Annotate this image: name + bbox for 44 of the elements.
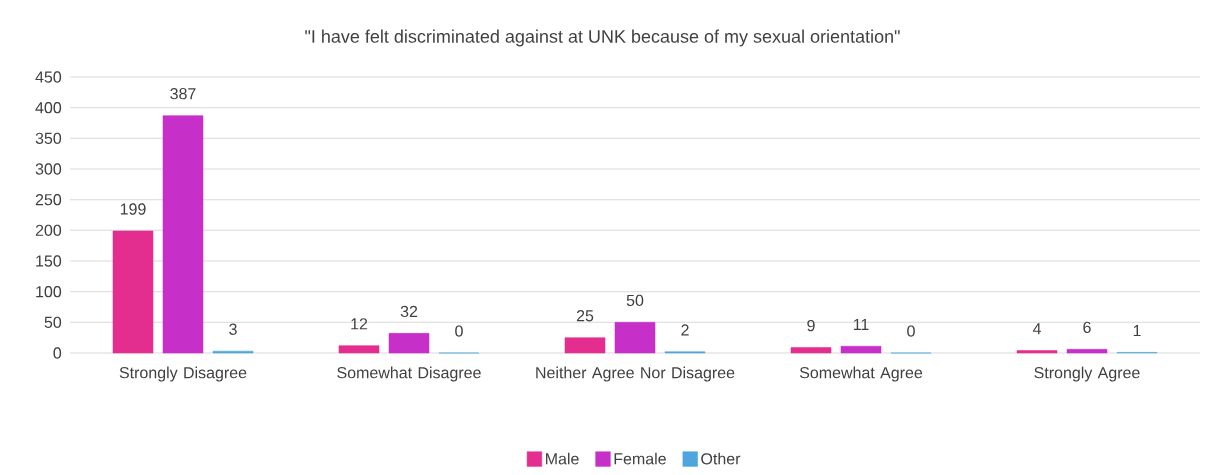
x-tick-label: Strongly Agree	[1034, 366, 1140, 382]
y-tick-label: 150	[36, 255, 62, 267]
legend-label: Male	[546, 452, 579, 465]
y-tick-label: 400	[35, 102, 62, 114]
bar	[790, 347, 832, 354]
bar	[388, 333, 430, 354]
bar	[1066, 349, 1108, 354]
data-label: 199	[120, 203, 146, 215]
bar	[614, 322, 656, 354]
data-label: 25	[576, 310, 594, 322]
data-label: 2	[681, 324, 689, 336]
y-tick-label: 100	[36, 286, 62, 298]
y-tick-label: 200	[35, 224, 62, 236]
chart-title: "I have felt discriminated against at UNK because of my sexual orientation"	[305, 29, 900, 47]
y-tick-label: 0	[53, 347, 62, 359]
x-tick-label: Strongly Disagree	[119, 366, 247, 382]
y-tick-label: 50	[44, 316, 62, 328]
x-tick-label: Somewhat Disagree	[337, 366, 481, 382]
data-label: 4	[1032, 323, 1041, 335]
y-tick-label: 300	[35, 163, 62, 175]
bar	[1016, 350, 1058, 354]
bar	[112, 230, 154, 354]
data-label: 1	[1133, 325, 1141, 337]
legend-label: Other	[701, 452, 741, 465]
y-tick-label: 450	[35, 71, 62, 83]
bar	[338, 345, 380, 354]
y-tick-label: 350	[35, 132, 62, 144]
data-label: 50	[626, 294, 644, 307]
data-label: 0	[907, 325, 915, 337]
x-tick-label: Somewhat Agree	[799, 366, 923, 382]
data-label: 11	[853, 318, 869, 330]
bar	[162, 115, 204, 354]
data-label: 12	[351, 318, 368, 330]
data-label: 0	[455, 325, 463, 337]
y-tick-label: 250	[35, 194, 62, 206]
data-label: 32	[400, 305, 418, 318]
x-tick-label: Neither Agree Nor Disagree	[536, 366, 735, 382]
data-label: 9	[807, 319, 815, 332]
bar	[564, 337, 606, 354]
data-label: 387	[170, 88, 196, 100]
legend-label: Female	[614, 452, 666, 465]
data-label: 3	[229, 323, 237, 335]
bar	[840, 345, 882, 354]
data-label: 6	[1083, 321, 1091, 334]
